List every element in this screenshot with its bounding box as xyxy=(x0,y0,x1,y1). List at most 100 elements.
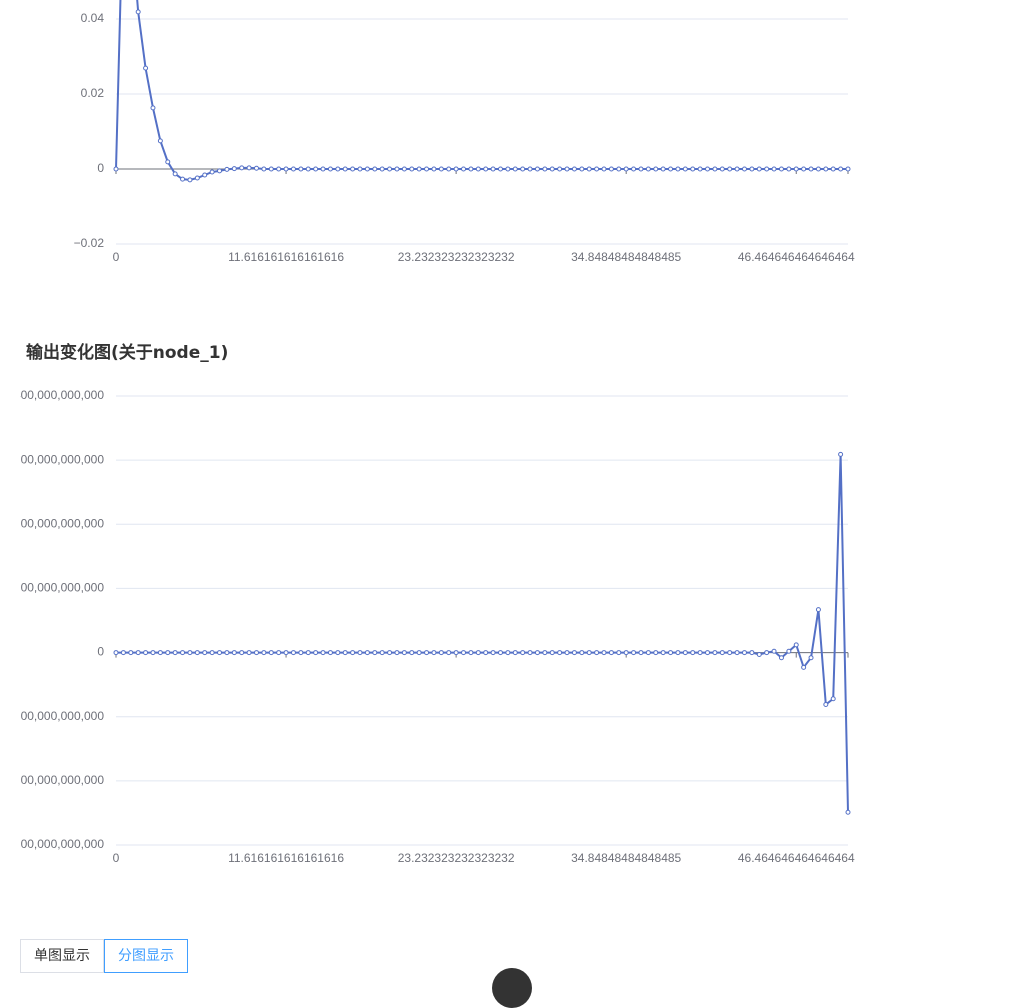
point xyxy=(727,650,733,656)
point xyxy=(298,650,304,656)
point xyxy=(623,166,629,172)
point xyxy=(357,166,363,172)
x-tick-label: 0 xyxy=(113,851,120,865)
point xyxy=(705,650,711,656)
line xyxy=(116,454,849,813)
point xyxy=(808,166,814,172)
point xyxy=(290,166,296,172)
point xyxy=(497,650,503,656)
point xyxy=(660,166,666,172)
y-tick-label: 0.02 xyxy=(81,86,105,100)
chart-title: 输出变化图(关于node_1) xyxy=(26,343,229,363)
point xyxy=(246,650,252,656)
x-tick-label: 23.232323232323232 xyxy=(398,250,515,264)
point xyxy=(682,650,688,656)
point xyxy=(490,166,496,172)
point xyxy=(276,166,282,172)
point xyxy=(815,166,821,172)
point xyxy=(431,650,437,656)
point xyxy=(180,650,186,656)
point xyxy=(387,166,393,172)
point xyxy=(601,166,607,172)
point xyxy=(187,650,193,656)
point xyxy=(586,166,592,172)
point xyxy=(741,166,747,172)
point xyxy=(217,168,223,174)
point xyxy=(534,166,540,172)
point xyxy=(231,166,237,172)
point xyxy=(823,702,829,708)
point xyxy=(217,650,223,656)
point xyxy=(697,650,703,656)
point xyxy=(379,650,385,656)
point xyxy=(268,166,274,172)
point xyxy=(446,166,452,172)
point xyxy=(594,650,600,656)
point xyxy=(143,65,149,71)
point xyxy=(224,650,230,656)
point xyxy=(845,809,851,815)
x-tick-label: 34.84848484848485 xyxy=(571,851,681,865)
single-view-button[interactable]: 单图显示 xyxy=(20,939,104,973)
point xyxy=(616,650,622,656)
point xyxy=(808,655,814,661)
point xyxy=(461,166,467,172)
y-tick-label: 200,000,000,000 xyxy=(20,516,104,530)
point xyxy=(239,165,245,171)
point xyxy=(394,650,400,656)
point xyxy=(830,166,836,172)
split-view-button[interactable]: 分图显示 xyxy=(104,939,188,973)
point xyxy=(224,166,230,172)
point xyxy=(631,166,637,172)
point xyxy=(342,166,348,172)
point xyxy=(113,650,119,656)
point xyxy=(165,159,171,165)
point xyxy=(290,650,296,656)
y-tick-label: −0.02 xyxy=(74,236,105,250)
point xyxy=(246,165,252,171)
point xyxy=(475,650,481,656)
point xyxy=(327,166,333,172)
y-tick-label: 0 xyxy=(97,161,104,175)
point xyxy=(749,650,755,656)
point xyxy=(682,166,688,172)
point xyxy=(823,166,829,172)
point xyxy=(557,166,563,172)
point xyxy=(120,650,126,656)
point xyxy=(527,650,533,656)
point xyxy=(675,650,681,656)
point xyxy=(320,650,326,656)
point xyxy=(771,166,777,172)
point xyxy=(394,166,400,172)
point xyxy=(830,696,836,702)
point xyxy=(497,166,503,172)
point xyxy=(357,650,363,656)
point xyxy=(424,650,430,656)
x-tick-label: 11.616161616161616 xyxy=(228,250,344,264)
point xyxy=(416,650,422,656)
point xyxy=(305,166,311,172)
floating-button[interactable] xyxy=(492,968,532,1008)
point xyxy=(313,166,319,172)
point xyxy=(727,166,733,172)
point xyxy=(594,166,600,172)
point xyxy=(571,650,577,656)
point xyxy=(645,166,651,172)
point xyxy=(734,650,740,656)
point xyxy=(653,650,659,656)
point xyxy=(520,650,526,656)
point xyxy=(187,177,193,183)
point xyxy=(135,650,141,656)
point xyxy=(424,166,430,172)
point xyxy=(749,166,755,172)
point xyxy=(231,650,237,656)
point xyxy=(157,138,163,144)
point xyxy=(845,166,851,172)
point xyxy=(446,650,452,656)
y-tick-label: 300,000,000,000 xyxy=(20,452,104,466)
point xyxy=(350,650,356,656)
point xyxy=(623,650,629,656)
point xyxy=(616,166,622,172)
point xyxy=(416,166,422,172)
point xyxy=(741,650,747,656)
